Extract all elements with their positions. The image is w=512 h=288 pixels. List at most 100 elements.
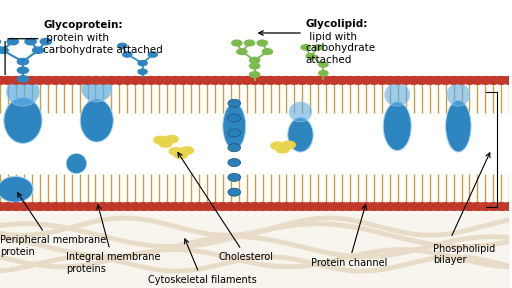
Circle shape [97, 203, 110, 210]
Circle shape [447, 203, 460, 210]
Circle shape [240, 203, 253, 210]
Circle shape [144, 77, 158, 84]
Circle shape [399, 203, 413, 210]
Circle shape [25, 203, 38, 210]
Circle shape [153, 203, 166, 210]
Circle shape [503, 203, 512, 210]
Circle shape [415, 203, 429, 210]
Circle shape [0, 77, 7, 84]
Circle shape [105, 203, 118, 210]
Circle shape [232, 40, 242, 46]
Circle shape [2, 77, 14, 84]
Circle shape [257, 40, 267, 46]
Circle shape [407, 203, 420, 210]
Text: lipid with
carbohydrate
attached: lipid with carbohydrate attached [306, 32, 376, 65]
Circle shape [129, 203, 142, 210]
Circle shape [328, 77, 341, 84]
Circle shape [89, 203, 102, 210]
Circle shape [249, 72, 260, 77]
Circle shape [208, 77, 222, 84]
Circle shape [200, 77, 214, 84]
Circle shape [319, 71, 328, 76]
Circle shape [2, 203, 14, 210]
Circle shape [495, 77, 508, 84]
Circle shape [17, 67, 29, 73]
Circle shape [351, 203, 365, 210]
Circle shape [304, 77, 317, 84]
Circle shape [399, 77, 413, 84]
Circle shape [33, 203, 47, 210]
Circle shape [144, 203, 158, 210]
Ellipse shape [228, 129, 241, 137]
Circle shape [240, 77, 253, 84]
Circle shape [455, 77, 468, 84]
Ellipse shape [228, 99, 241, 107]
Circle shape [359, 203, 373, 210]
Circle shape [463, 77, 476, 84]
Circle shape [280, 203, 293, 210]
Circle shape [17, 77, 31, 84]
Circle shape [216, 77, 229, 84]
Circle shape [487, 203, 500, 210]
Circle shape [184, 203, 198, 210]
Circle shape [248, 203, 261, 210]
Circle shape [503, 77, 512, 84]
Circle shape [0, 47, 8, 53]
Circle shape [118, 43, 127, 48]
Circle shape [264, 203, 277, 210]
Ellipse shape [0, 177, 33, 202]
Circle shape [193, 203, 205, 210]
Circle shape [487, 77, 500, 84]
Circle shape [312, 77, 325, 84]
Circle shape [368, 203, 380, 210]
Circle shape [272, 77, 285, 84]
Circle shape [105, 77, 118, 84]
Circle shape [9, 77, 23, 84]
Circle shape [383, 77, 396, 84]
Circle shape [174, 151, 187, 159]
Circle shape [415, 203, 429, 210]
Circle shape [455, 77, 468, 84]
Circle shape [495, 203, 508, 210]
Circle shape [463, 203, 476, 210]
Circle shape [344, 203, 357, 210]
Circle shape [177, 203, 189, 210]
Circle shape [312, 77, 325, 84]
Circle shape [312, 203, 325, 210]
Circle shape [57, 77, 70, 84]
Circle shape [224, 77, 238, 84]
Ellipse shape [228, 144, 241, 152]
Circle shape [288, 77, 301, 84]
Circle shape [264, 77, 277, 84]
Circle shape [368, 203, 380, 210]
Circle shape [33, 47, 44, 53]
Circle shape [40, 38, 51, 45]
Circle shape [240, 203, 253, 210]
Circle shape [208, 203, 222, 210]
Circle shape [439, 77, 452, 84]
Circle shape [301, 45, 310, 50]
Circle shape [319, 77, 333, 84]
Circle shape [160, 77, 174, 84]
Circle shape [288, 203, 301, 210]
Ellipse shape [228, 188, 241, 196]
Circle shape [7, 38, 18, 45]
Ellipse shape [228, 158, 241, 166]
Circle shape [153, 203, 166, 210]
Circle shape [296, 203, 309, 210]
Circle shape [193, 203, 205, 210]
Circle shape [73, 77, 86, 84]
Circle shape [351, 77, 365, 84]
Circle shape [184, 77, 198, 84]
Circle shape [208, 77, 222, 84]
Circle shape [168, 203, 182, 210]
Circle shape [272, 203, 285, 210]
Circle shape [304, 203, 317, 210]
Circle shape [121, 203, 134, 210]
Circle shape [25, 203, 38, 210]
Circle shape [455, 203, 468, 210]
Ellipse shape [385, 83, 410, 106]
Circle shape [431, 203, 444, 210]
Circle shape [304, 203, 317, 210]
Circle shape [129, 77, 142, 84]
